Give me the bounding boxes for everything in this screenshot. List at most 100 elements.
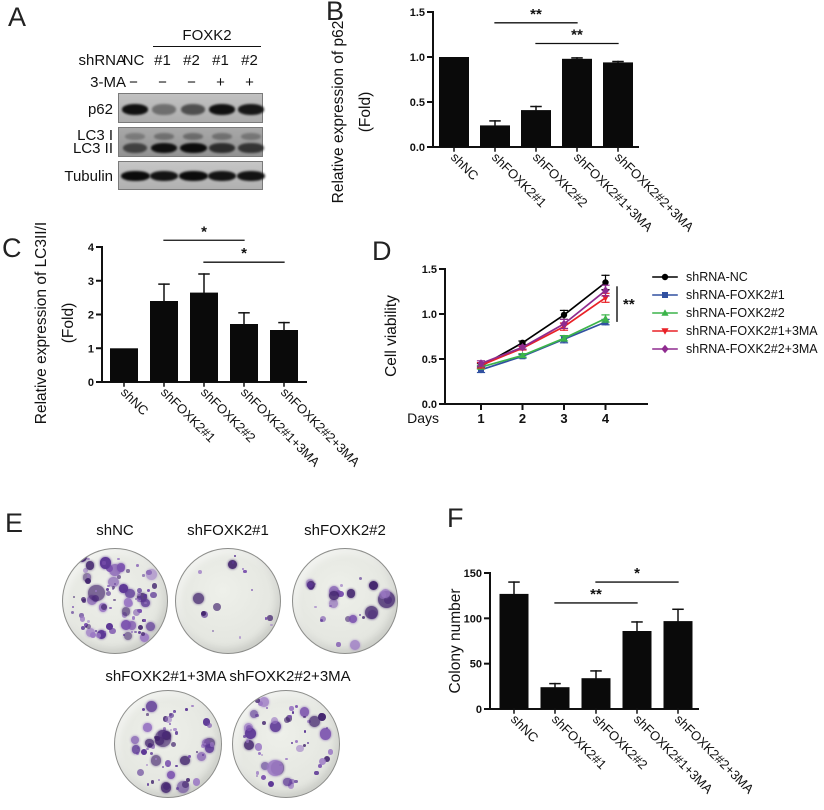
colony-dot — [289, 778, 295, 785]
colony-dot — [238, 636, 241, 639]
colony-dot — [137, 631, 141, 635]
blot-lane-value: #2 — [241, 52, 258, 69]
colony-dot — [175, 764, 178, 768]
colony-dot — [142, 618, 147, 623]
svg-text:*: * — [634, 565, 640, 582]
colony-dot — [359, 614, 362, 617]
colony-dot — [114, 582, 116, 585]
petri-dish — [232, 690, 340, 798]
bars: shNC shFOXK2#1shFOXK2#2shFOXK2#1+3MAshFOX… — [439, 57, 697, 235]
colony-dot — [296, 745, 304, 753]
colony-dot — [192, 778, 200, 786]
colony-dot — [327, 749, 334, 755]
colony-dot — [105, 588, 109, 591]
svg-text:*: * — [241, 245, 247, 262]
colony-dot — [146, 713, 149, 716]
colony-dot — [314, 771, 319, 776]
colony-dot — [264, 617, 268, 620]
colony-dot — [267, 615, 273, 621]
dish-label: shFOXK2#2+3MA — [229, 668, 351, 685]
colony-dot — [165, 716, 172, 723]
panel-f-bar-chart: 0 50 100 150 shNC shFOXK2#1shFOXK2#2shFOXK2#1… — [447, 565, 757, 797]
colony-dot — [137, 768, 145, 776]
colony-dot — [80, 616, 86, 622]
colony-dot — [154, 757, 157, 760]
colony-dot — [121, 607, 131, 616]
blot-band-label: Tubulin — [64, 168, 113, 185]
colony-dot — [131, 616, 136, 620]
svg-text:shNC: shNC — [448, 150, 482, 184]
colony-dot — [124, 631, 133, 640]
colony-dot — [256, 774, 258, 777]
colony-dot — [245, 738, 250, 743]
blot-lane-value: #1 — [212, 52, 229, 69]
colony-dot — [108, 577, 119, 588]
panel-b-letter: B — [326, 0, 345, 26]
blot-row-label: shRNA — [78, 52, 126, 69]
colony-dot — [158, 778, 161, 781]
colony-dot — [90, 632, 97, 639]
colony-dot — [329, 590, 340, 601]
blot-lane-value: − — [129, 74, 138, 91]
colony-dot — [261, 761, 270, 770]
axes: 0.0 0.5 1.0 1.5 1 2 3 4 Days Cell viability — [383, 264, 648, 426]
colony-dot — [138, 596, 143, 601]
colony-dot — [358, 577, 363, 581]
colony-dot — [160, 781, 172, 793]
colony-dot — [141, 632, 146, 637]
colony-dot — [185, 708, 188, 711]
colony-dot — [243, 569, 247, 574]
dish-label: shFOXK2#1 — [187, 522, 269, 539]
significance-brackets: ** ** — [494, 6, 619, 45]
colony-dot — [103, 631, 106, 634]
colony-dot — [257, 752, 261, 756]
blot-lane-value: NC — [122, 52, 145, 69]
svg-text:(Fold): (Fold) — [357, 92, 374, 132]
protein-band — [237, 103, 265, 115]
blot-band-label: p62 — [87, 101, 113, 118]
svg-text:1.0: 1.0 — [422, 309, 437, 321]
colony-dot — [317, 713, 326, 721]
colony-dot — [94, 589, 97, 593]
colony-dot — [161, 766, 164, 769]
colony-dot — [319, 618, 323, 623]
legend-item: shRNA-FOXK2#2+3MA — [652, 340, 818, 358]
colony-dot — [86, 574, 91, 578]
panel-a-letter: A — [8, 2, 27, 32]
blot-band-label: LC3 I — [77, 127, 113, 144]
colony-dot — [251, 589, 254, 592]
colony-dot — [174, 731, 179, 735]
colony-dot — [137, 591, 142, 596]
colony-dot — [212, 629, 215, 632]
petri-dish — [292, 548, 398, 654]
colony-dot — [126, 569, 130, 573]
colony-dot — [84, 623, 89, 628]
colony-dot — [340, 584, 344, 588]
colony-dot — [197, 751, 207, 761]
svg-text:0.0: 0.0 — [422, 399, 437, 411]
colony-dot — [290, 742, 293, 745]
colony-dot — [266, 707, 269, 710]
colony-dot — [329, 599, 338, 608]
colony-dot — [121, 620, 132, 631]
colony-dot — [294, 739, 299, 743]
protein-band — [236, 171, 266, 181]
svg-text:3: 3 — [88, 276, 94, 288]
blot-strip — [118, 127, 264, 157]
legend-marker-icon — [652, 344, 678, 354]
colony-dot — [324, 756, 331, 763]
legend-marker-icon — [652, 328, 678, 335]
significance-brackets: *** — [554, 565, 679, 604]
colony-dot — [259, 697, 270, 707]
colony-dot — [289, 706, 294, 711]
colony-dot — [172, 710, 176, 714]
protein-band — [211, 132, 233, 140]
blot-band-label: LC3 II — [72, 140, 113, 157]
svg-text:*: * — [201, 223, 207, 240]
colony-dot — [261, 720, 267, 726]
colony-dot — [150, 755, 161, 766]
colony-dot — [141, 748, 147, 755]
colony-dot — [349, 639, 361, 651]
dish-label: shFOXK2#2 — [304, 522, 386, 539]
